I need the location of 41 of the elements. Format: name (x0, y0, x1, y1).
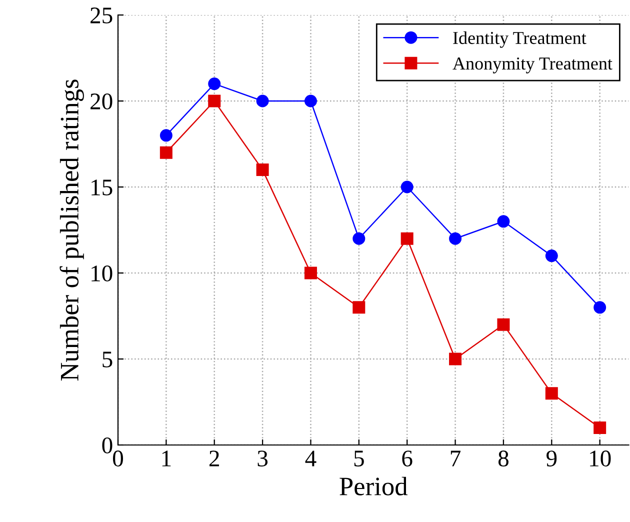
point (352, 232, 366, 245)
x-tick-label: 0 (112, 450, 124, 466)
point (304, 266, 317, 280)
x-tick-label: 6 (402, 450, 412, 466)
y-tick-label: 20 (90, 93, 112, 110)
x-tick-label: 7 (450, 450, 461, 466)
point (545, 387, 558, 400)
x-tick-label: 4 (305, 450, 316, 466)
point (594, 301, 606, 314)
point (400, 180, 414, 194)
point (449, 232, 462, 245)
legend-label: Identity Treatment (453, 31, 586, 48)
x-tick-label: 9 (546, 450, 557, 466)
y-axis-title: Number of published ratings (60, 80, 84, 381)
x-tick-label: 2 (210, 450, 219, 466)
point (208, 78, 221, 90)
point (256, 164, 269, 176)
x-tick-label: 10 (590, 450, 611, 466)
y-tick-label: 0 (102, 437, 112, 454)
x-tick-label: 1 (162, 450, 171, 466)
x-tick-label: 3 (258, 450, 268, 466)
y-tick-label: 10 (92, 265, 112, 282)
point (545, 250, 558, 262)
y-tick-label: 15 (92, 180, 112, 196)
point (304, 94, 317, 108)
x-tick-label: 8 (498, 450, 508, 466)
point (497, 318, 510, 331)
point (352, 301, 366, 314)
point (208, 94, 221, 108)
y-tick-label: 5 (102, 352, 112, 368)
point (160, 129, 172, 142)
x-tick-label: 5 (354, 450, 364, 466)
y-tick-label: 25 (90, 8, 112, 24)
point (400, 232, 414, 245)
point (449, 352, 462, 366)
point (497, 215, 510, 228)
point (256, 94, 269, 108)
point (594, 422, 606, 434)
x-axis-title: Period (340, 476, 408, 496)
legend-label: Anonymity Treatment (452, 57, 612, 74)
point (160, 146, 172, 159)
